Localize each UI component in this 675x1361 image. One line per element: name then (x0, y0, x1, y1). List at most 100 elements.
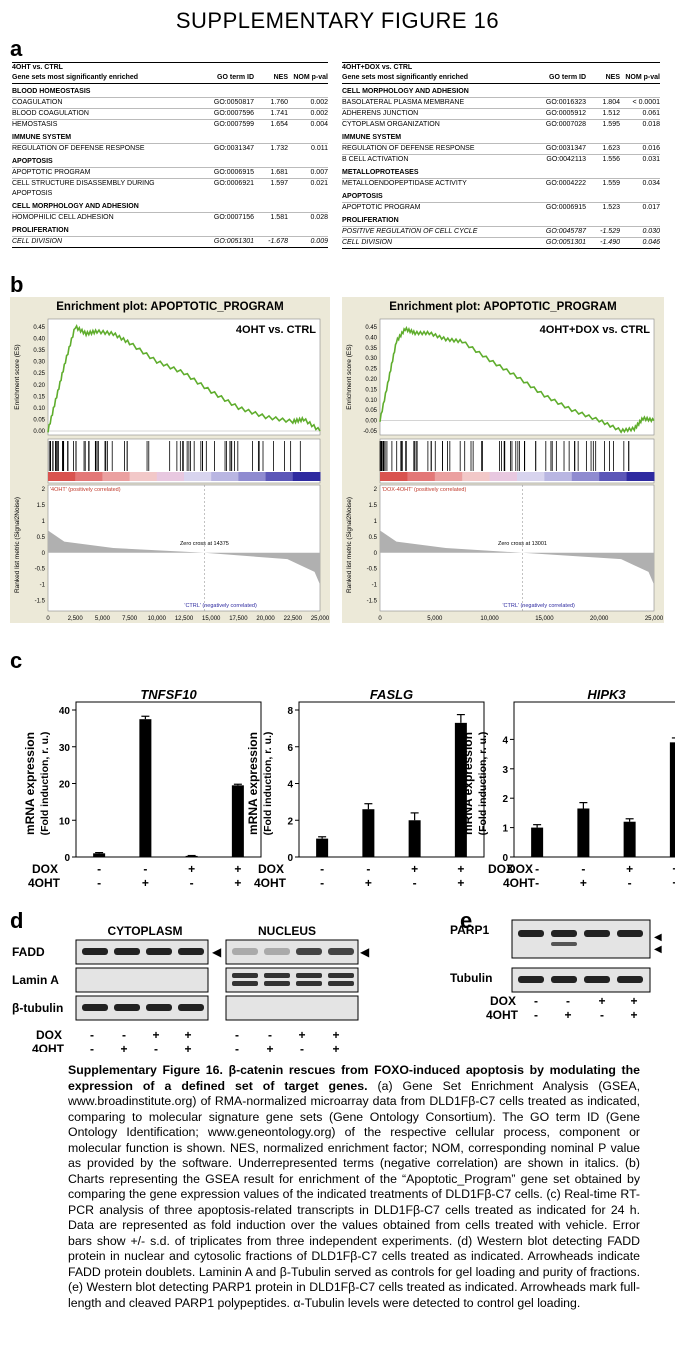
ohtt-sign: + (672, 876, 675, 890)
protein-band (178, 1004, 204, 1011)
ohtt-sign: - (300, 1042, 304, 1052)
x-tick-label: 15,000 (202, 616, 221, 622)
table-cell: 0.007 (310, 169, 328, 176)
rank-color-segment (48, 472, 76, 481)
panel-label-b: b (10, 272, 24, 297)
x-tick-label: 20,000 (256, 616, 275, 622)
gsea-svg: 0.45 0.40 0.35 0.30 0.25 0.20 0.15 0.10 0.05 0.00… (14, 318, 330, 622)
gsea-svg: 0.45 0.40 0.35 0.30 0.25 0.20 0.15 0.10 0.05 0.00… (346, 318, 664, 622)
table-cell: GO:0007028 (545, 121, 586, 128)
bar (93, 853, 106, 857)
bar (408, 820, 421, 857)
x-tick-label: 7,500 (122, 616, 138, 622)
metric-tick-label: 2 (42, 487, 46, 493)
chart-frame (298, 701, 485, 858)
zero-cross-label: Zero cross at 14375 (180, 541, 229, 547)
category-heading: PROLIFERATION (12, 227, 69, 234)
bar (185, 855, 198, 857)
blot-row-label: Lamin A (12, 973, 59, 987)
table-cell: B CELL ACTIVATION (342, 156, 409, 163)
es-tick-label: 0.20 (365, 377, 377, 383)
rank-color-segment (102, 472, 131, 481)
protein-band (551, 942, 577, 946)
dox-sign: + (672, 862, 675, 876)
table-cell: 1.523 (602, 204, 620, 211)
go-table-4oht-dox: 4OHT+DOX vs. CTRL Gene sets most signific… (342, 62, 660, 249)
table-cell: 1.732 (270, 145, 288, 152)
metric-tick-label: -1.5 (35, 599, 46, 605)
table-row: CELL DIVISION GO:0051301 -1.490 0.046 (342, 237, 660, 248)
blot-strip (225, 995, 359, 1021)
table-cell: HOMOPHILIC CELL ADHESION (12, 214, 114, 221)
table-cell: 0.018 (642, 121, 660, 128)
arrowhead-icon: ◀ (654, 932, 662, 943)
gsea-plot-4oht: Enrichment plot: APOPTOTIC_PROGRAM 0.45 0… (10, 297, 330, 623)
protein-band (518, 976, 544, 983)
page-title: SUPPLEMENTARY FIGURE 16 (175, 8, 500, 33)
ohtt-sign: - (154, 1042, 158, 1052)
table-row: CELL STRUCTURE DISASSEMBLY DURING APOPTO… (12, 178, 328, 199)
table-cell: CELL STRUCTURE DISASSEMBLY DURING APOPTO… (12, 180, 155, 197)
x-tick-label: 0 (378, 616, 382, 622)
table-column-header: Gene sets most significantly enriched GO … (12, 73, 328, 84)
bar (454, 722, 467, 857)
table-cell: 1.597 (270, 180, 288, 187)
positive-label: '4OHT' (positively correlated) (50, 487, 121, 493)
ohtt-sign: - (235, 1042, 239, 1052)
metric-tick-label: -1 (372, 583, 378, 589)
es-tick-label: 0.10 (33, 406, 45, 412)
blot-row-label: β-tubulin (12, 1001, 63, 1015)
rank-color-segment (489, 472, 518, 481)
protein-band (264, 973, 290, 978)
table-cell: GO:0007599 (213, 121, 254, 128)
category-heading: APOPTOSIS (12, 158, 53, 165)
table-cell: CYTOPLASM ORGANIZATION (342, 121, 440, 128)
gsea-plot-4oht-dox: Enrichment plot: APOPTOTIC_PROGRAM 0.45 0… (342, 297, 664, 623)
dox-sign: + (184, 1028, 191, 1042)
table-cell: GO:0007156 (213, 214, 254, 221)
table-cell: 0.002 (310, 110, 328, 117)
metric-tick-label: 1 (42, 519, 46, 525)
x-tick-label: 5,000 (427, 616, 443, 622)
table-row: REGULATION OF DEFENSE RESPONSE GO:0031347… (12, 143, 328, 154)
table-cell: ADHERENS JUNCTION (342, 110, 419, 117)
table-cell: 0.028 (310, 214, 328, 221)
es-tick-label: 0.15 (33, 394, 45, 400)
rank-color-segment (156, 472, 185, 481)
metric-tick-label: -1 (40, 583, 46, 589)
y-tick-label: 30 (59, 743, 71, 754)
category-heading: IMMUNE SYSTEM (342, 134, 402, 141)
table-cell: GO:0006915 (545, 204, 586, 211)
y-tick-label: 0 (502, 853, 508, 864)
x-tick-label: 25,000 (311, 616, 330, 622)
protein-band (264, 948, 290, 955)
dox-sign: + (152, 1028, 159, 1042)
rank-color-segment (211, 472, 239, 481)
table-row: B CELL ACTIVATION GO:0042113 1.556 0.031 (342, 154, 660, 165)
protein-band (232, 973, 258, 978)
go-table-4oht: 4OHT vs. CTRL Gene sets most significantl… (12, 62, 328, 248)
positive-label: 'DOX-4OHT' (positively correlated) (382, 487, 466, 493)
protein-band (617, 930, 643, 937)
x-tick-label: 2,500 (68, 616, 84, 622)
metric-tick-label: 0.5 (37, 535, 46, 541)
table-cell: 1.741 (270, 110, 288, 117)
rank-color-segment (462, 472, 491, 481)
enrichment-profile-line (379, 325, 655, 434)
category-heading: BLOOD HOMEOSTASIS (12, 88, 91, 95)
dox-sign: - (366, 862, 370, 876)
ohtt-sign: - (628, 876, 632, 890)
blot-strip (225, 967, 359, 993)
table-row: CELL DIVISION GO:0051301 -1.678 0.009 (12, 236, 328, 247)
table-cell: GO:0051301 (545, 239, 586, 246)
protein-band (232, 981, 258, 986)
protein-band (82, 1004, 108, 1011)
table-row: COAGULATION GO:0050817 1.760 0.002 (12, 97, 328, 108)
table-cell: 0.011 (311, 145, 328, 152)
table-cell: < 0.0001 (632, 99, 660, 106)
dox-label: DOX (36, 1028, 62, 1042)
protein-band (264, 981, 290, 986)
y-tick-label: 4 (502, 735, 508, 746)
table-cell: 1.512 (602, 110, 620, 117)
es-tick-label: 0.25 (365, 367, 377, 373)
